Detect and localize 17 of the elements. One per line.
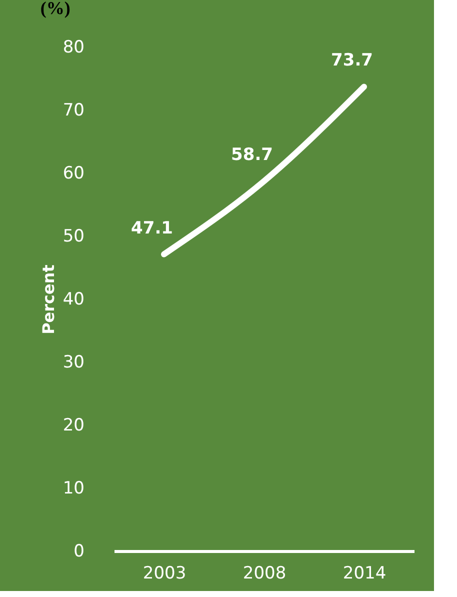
x-tick-label: 2014 [342, 564, 386, 584]
data-label: 58.7 [231, 145, 273, 166]
chart-title: (%) [40, 0, 70, 18]
y-tick-label: 40 [62, 290, 84, 310]
y-tick-label: 0 [74, 542, 84, 562]
y-tick-label: 70 [62, 100, 84, 120]
x-tick-label: 2008 [242, 564, 286, 584]
x-tick-label: 2003 [142, 564, 186, 584]
y-tick-label: 80 [62, 38, 84, 58]
y-tick-label: 50 [62, 226, 84, 246]
y-tick-label: 60 [62, 164, 84, 184]
y-tick-label: 30 [62, 352, 84, 372]
y-axis-title: Percent [38, 264, 58, 334]
data-label: 47.1 [131, 218, 173, 238]
y-tick-label: 10 [62, 478, 84, 498]
y-tick-label: 20 [62, 416, 84, 436]
data-label: 73.7 [331, 50, 373, 71]
